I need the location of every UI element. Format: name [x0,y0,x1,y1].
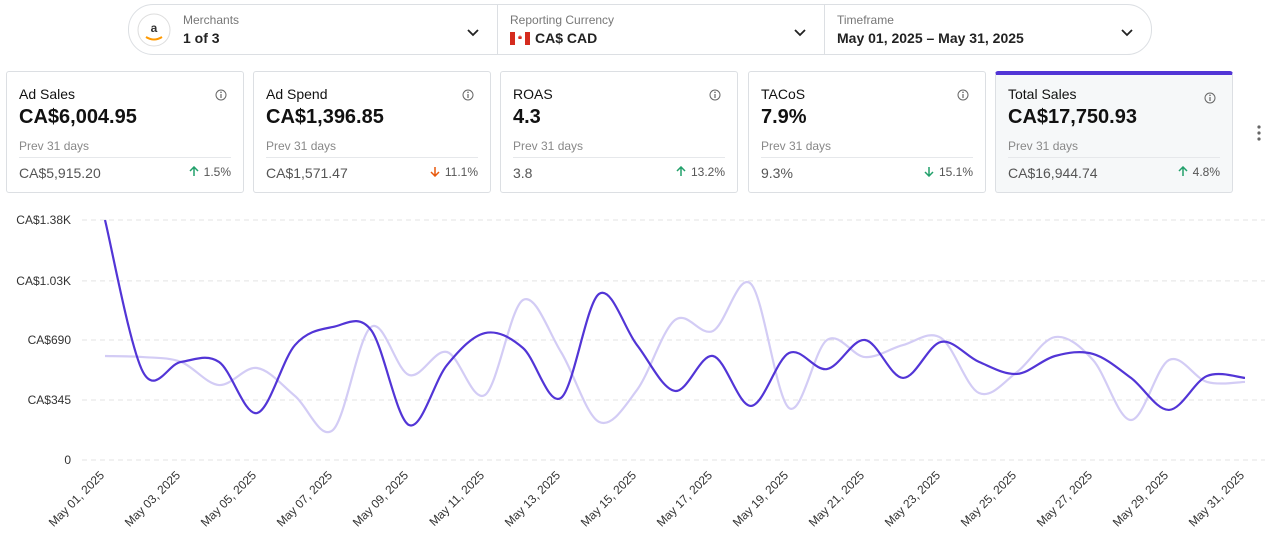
filter[interactable]: Reporting Currency CA$ CAD [498,5,825,54]
trend-arrow [1178,165,1188,176]
prev-value: CA$5,915.20 [19,165,101,181]
info-icon[interactable] [957,88,969,106]
change-value: 15.1% [938,165,973,179]
kpi-card[interactable]: ROAS 4.3 Prev 31 days 3.8 13.2% [500,71,738,193]
change-wrap: 15.1% [924,165,973,181]
card-row: CA$5,915.20 1.5% [19,165,231,181]
info-icon[interactable] [215,88,227,106]
x-tick-label: May 03, 2025 [122,468,184,530]
info-icon[interactable] [1204,91,1216,109]
filter-value-text: May 01, 2025 – May 31, 2025 [837,30,1024,46]
x-tick-label: May 07, 2025 [274,468,336,530]
x-tick-label: May 15, 2025 [578,468,640,530]
card-row: 9.3% 15.1% [761,165,973,181]
card-title: ROAS [513,86,553,102]
merchant-logo: a [137,13,171,47]
info-icon[interactable] [462,88,474,106]
change-wrap: 11.1% [430,165,478,181]
card-title: Total Sales [1008,86,1077,102]
prev-value: CA$1,571.47 [266,165,348,181]
trend-arrow [189,165,199,176]
x-tick-label: May 13, 2025 [502,468,564,530]
y-tick-label: CA$690 [28,333,72,347]
x-tick-label: May 29, 2025 [1110,468,1172,530]
card-value: CA$6,004.95 [19,106,137,128]
card-value: 7.9% [761,106,807,128]
x-tick-label: May 09, 2025 [350,468,412,530]
change-value: 13.2% [690,165,725,179]
card-row: CA$1,571.47 11.1% [266,165,478,181]
more-menu[interactable] [1254,124,1264,142]
change-wrap: 1.5% [189,165,231,181]
filter[interactable]: Timeframe May 01, 2025 – May 31, 2025 [825,5,1151,54]
card-value: CA$1,396.85 [266,106,384,128]
filter-value-text: CA$ CAD [535,30,598,46]
x-tick-label: May 05, 2025 [198,468,260,530]
svg-text:a: a [151,21,158,35]
change-value: 1.5% [203,165,231,179]
x-tick-label: May 31, 2025 [1186,468,1248,530]
card-value: CA$17,750.93 [1008,106,1137,128]
filter-value: May 01, 2025 – May 31, 2025 [837,30,1151,46]
info-icon[interactable] [709,88,721,106]
dropdown-chevron[interactable] [467,24,479,42]
filter-label: Timeframe [837,13,894,27]
filter-value: CA$ CAD [510,30,824,46]
filter-label: Reporting Currency [510,13,615,27]
flag [510,32,530,45]
prev-label: Prev 31 days [19,139,231,158]
filter-label: Merchants [183,13,240,27]
x-tick-label: May 23, 2025 [882,468,944,530]
y-tick-label: 0 [64,453,71,467]
kpi-card[interactable]: TACoS 7.9% Prev 31 days 9.3% 15.1% [748,71,986,193]
x-tick-label: May 11, 2025 [426,468,487,529]
x-tick-label: May 01, 2025 [46,468,108,530]
change-wrap: 13.2% [676,165,725,181]
prev-label: Prev 31 days [1008,139,1220,158]
filter-value-text: 1 of 3 [183,30,220,46]
x-tick-label: May 21, 2025 [806,468,868,530]
filter-bar: a Merchants 1 of 3 Reporting Currency CA$ CA… [128,4,1152,55]
kpi-card[interactable]: Total Sales CA$17,750.93 Prev 31 days CA$16… [995,71,1233,193]
series-line [104,280,1246,434]
x-tick-label: May 17, 2025 [654,468,716,530]
trend-arrow [430,167,440,178]
series-line [103,219,1246,427]
prev-label: Prev 31 days [266,139,478,158]
card-row: CA$16,944.74 4.8% [1008,165,1220,181]
card-title: Ad Sales [19,86,76,102]
prev-value: 3.8 [513,165,533,181]
kpi-card[interactable]: Ad Sales CA$6,004.95 Prev 31 days CA$5,915.… [6,71,244,193]
x-tick-label: May 19, 2025 [730,468,792,530]
change-value: 4.8% [1192,165,1220,179]
y-tick-label: CA$1.38K [16,213,71,227]
dropdown-chevron[interactable] [794,24,806,42]
card-title: TACoS [761,86,806,102]
prev-label: Prev 31 days [761,139,973,158]
dropdown-chevron[interactable] [1121,24,1133,42]
x-tick-label: May 27, 2025 [1034,468,1096,530]
prev-value: 9.3% [761,165,793,181]
change-value: 11.1% [444,165,478,179]
prev-label: Prev 31 days [513,139,725,158]
prev-value: CA$16,944.74 [1008,165,1098,181]
change-wrap: 4.8% [1178,165,1220,181]
kpi-card[interactable]: Ad Spend CA$1,396.85 Prev 31 days CA$1,571.… [253,71,491,193]
trend-arrow [676,165,686,176]
filter[interactable]: a Merchants 1 of 3 [129,5,498,54]
filter-value: 1 of 3 [183,30,497,46]
trend-arrow [924,167,934,178]
x-tick-label: May 25, 2025 [958,468,1020,530]
card-value: 4.3 [513,106,541,128]
y-tick-label: CA$345 [28,393,72,407]
y-tick-label: CA$1.03K [16,274,71,288]
card-title: Ad Spend [266,86,328,102]
card-row: 3.8 13.2% [513,165,725,181]
